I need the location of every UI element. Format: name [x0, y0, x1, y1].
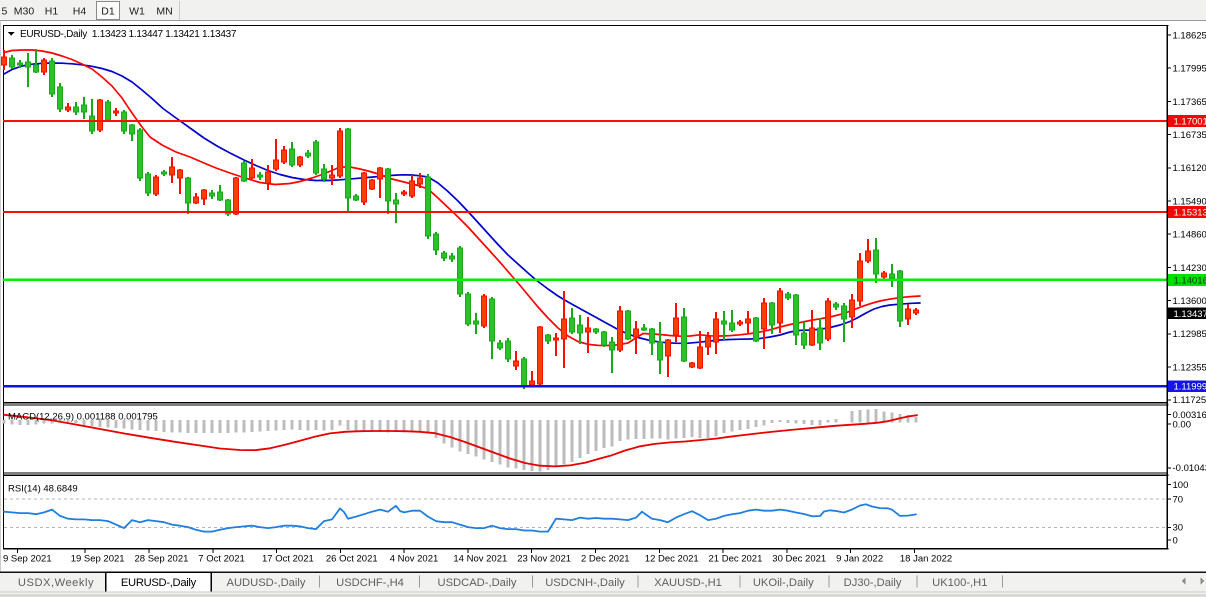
svg-text:0: 0: [1173, 536, 1178, 547]
svg-text:UKOil-,Daily: UKOil-,Daily: [753, 577, 814, 589]
svg-text:DJ30-,Daily: DJ30-,Daily: [844, 577, 902, 589]
svg-text:XAUUSD-,H1: XAUUSD-,H1: [654, 577, 722, 589]
svg-text:UK100-,H1: UK100-,H1: [932, 577, 987, 589]
svg-text:-0.01043: -0.01043: [1173, 463, 1206, 474]
svg-text:28 Sep 2021: 28 Sep 2021: [135, 554, 189, 565]
svg-text:1.17995: 1.17995: [1173, 64, 1206, 75]
svg-text:100: 100: [1173, 480, 1189, 491]
svg-text:21 Dec 2021: 21 Dec 2021: [709, 554, 763, 565]
svg-text:EURUSD-,Daily 1.13423 1.13447: EURUSD-,Daily 1.13423 1.13447 1.13421 1.…: [20, 29, 237, 40]
svg-text:USDCAD-,Daily: USDCAD-,Daily: [438, 577, 517, 589]
svg-text:17 Oct 2021: 17 Oct 2021: [262, 554, 314, 565]
svg-text:1.14016: 1.14016: [1174, 276, 1206, 287]
svg-text:1.12985: 1.12985: [1173, 329, 1206, 340]
svg-text:W1: W1: [129, 6, 145, 18]
svg-text:USDX,Weekly: USDX,Weekly: [18, 577, 94, 589]
svg-text:18 Jan 2022: 18 Jan 2022: [900, 554, 952, 565]
svg-text:2 Dec 2021: 2 Dec 2021: [581, 554, 630, 565]
svg-text:MN: MN: [156, 6, 172, 18]
svg-text:1.11725: 1.11725: [1173, 395, 1206, 406]
svg-text:30: 30: [1173, 523, 1184, 534]
svg-text:1.17365: 1.17365: [1173, 97, 1206, 108]
svg-text:H1: H1: [45, 6, 59, 18]
svg-text:1.11999: 1.11999: [1174, 382, 1206, 393]
svg-text:1.17001: 1.17001: [1174, 117, 1206, 128]
svg-text:0.00: 0.00: [1173, 420, 1192, 431]
svg-text:5: 5: [2, 6, 8, 18]
svg-text:9 Sep 2021: 9 Sep 2021: [3, 554, 52, 565]
svg-text:4 Nov 2021: 4 Nov 2021: [390, 554, 439, 565]
svg-text:1.13600: 1.13600: [1173, 296, 1206, 307]
svg-text:1.13437: 1.13437: [1174, 309, 1206, 320]
svg-text:1.16735: 1.16735: [1173, 130, 1206, 141]
svg-text:14 Nov 2021: 14 Nov 2021: [453, 554, 507, 565]
svg-text:AUDUSD-,Daily: AUDUSD-,Daily: [227, 577, 306, 589]
svg-text:USDCHF-,H4: USDCHF-,H4: [336, 577, 404, 589]
svg-text:1.12355: 1.12355: [1173, 362, 1206, 373]
svg-text:MACD(12,26,9) 0.001188 0.00179: MACD(12,26,9) 0.001188 0.001795: [8, 412, 158, 423]
svg-text:0.003165: 0.003165: [1173, 410, 1206, 421]
svg-text:26 Oct 2021: 26 Oct 2021: [326, 554, 378, 565]
svg-text:1.15490: 1.15490: [1173, 196, 1206, 207]
svg-text:M30: M30: [14, 6, 35, 18]
svg-text:1.14230: 1.14230: [1173, 263, 1206, 274]
svg-text:30 Dec 2021: 30 Dec 2021: [772, 554, 826, 565]
svg-text:23 Nov 2021: 23 Nov 2021: [517, 554, 571, 565]
svg-text:USDCNH-,Daily: USDCNH-,Daily: [545, 577, 625, 589]
svg-text:1.18625: 1.18625: [1173, 30, 1206, 41]
svg-text:EURUSD-,Daily: EURUSD-,Daily: [121, 577, 197, 589]
svg-text:RSI(14) 48.6849: RSI(14) 48.6849: [8, 484, 78, 495]
svg-text:12 Dec 2021: 12 Dec 2021: [645, 554, 699, 565]
svg-text:19 Sep 2021: 19 Sep 2021: [71, 554, 125, 565]
svg-text:1.15313: 1.15313: [1174, 208, 1206, 219]
svg-text:70: 70: [1173, 495, 1184, 506]
svg-text:1.16120: 1.16120: [1173, 163, 1206, 174]
svg-text:7 Oct 2021: 7 Oct 2021: [198, 554, 244, 565]
svg-text:H4: H4: [73, 6, 87, 18]
svg-text:1.14860: 1.14860: [1173, 230, 1206, 241]
svg-text:D1: D1: [101, 6, 115, 18]
svg-text:9 Jan 2022: 9 Jan 2022: [836, 554, 883, 565]
